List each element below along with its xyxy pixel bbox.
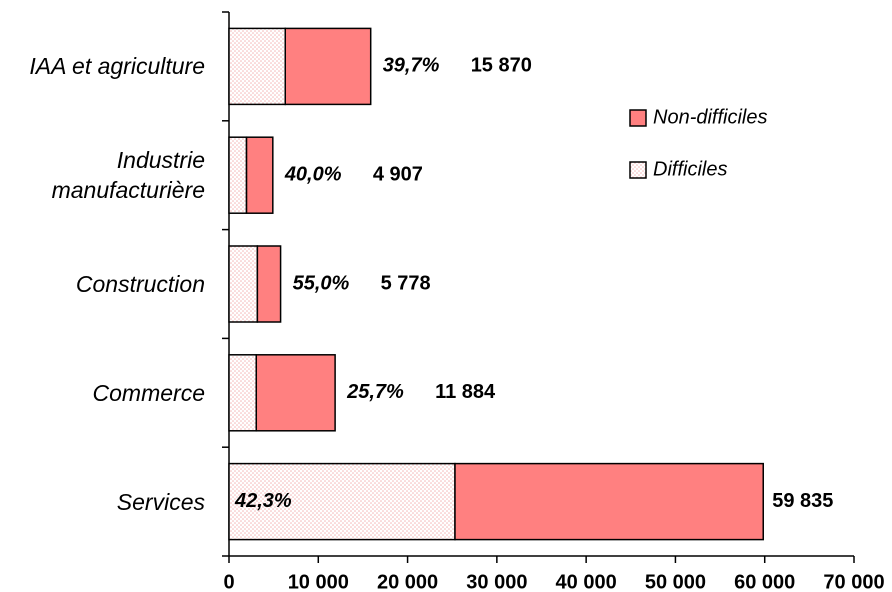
bar-segment: [284, 27, 372, 106]
category-label: Services: [116, 488, 205, 515]
x-tick-label: 30 000: [466, 571, 527, 592]
category-label: IAA et agriculture: [29, 53, 205, 80]
bar-segment: [255, 354, 336, 432]
total-label: 11 884: [435, 381, 496, 403]
share-label: 40,0%: [284, 163, 342, 185]
x-tick-label: 60 000: [734, 571, 795, 592]
share-label: 39,7%: [383, 55, 440, 77]
legend-label: Non-difficiles: [653, 106, 767, 128]
total-label: 59 835: [772, 490, 833, 512]
x-tick-label: 40 000: [556, 571, 617, 592]
bar-segment: [228, 27, 286, 106]
share-label: 55,0%: [293, 272, 350, 294]
share-label: 25,7%: [346, 381, 404, 403]
x-tick-label: 0: [223, 571, 234, 592]
bar-segment: [228, 136, 248, 214]
total-label: 15 870: [471, 55, 532, 77]
legend-label: Difficiles: [653, 158, 727, 180]
total-label: 4 907: [373, 163, 423, 185]
x-tick-label: 70 000: [823, 571, 884, 592]
legend-swatch: [629, 109, 647, 127]
total-label: 5 778: [381, 272, 431, 294]
x-tick-label: 10 000: [288, 571, 349, 592]
share-label: 42,3%: [234, 490, 292, 512]
bar-segment: [256, 245, 282, 323]
bar-segment: [228, 245, 259, 323]
bar-segment: [228, 354, 258, 432]
category-label: Commerce: [92, 379, 205, 406]
x-tick-label: 20 000: [377, 571, 438, 592]
legend-swatch: [629, 161, 647, 179]
x-tick-label: 50 000: [645, 571, 706, 592]
bar-segment: [245, 136, 274, 214]
category-label: Construction: [75, 271, 205, 297]
category-label: Industrie manufacturière: [51, 147, 205, 204]
bar-segment: [454, 462, 764, 541]
